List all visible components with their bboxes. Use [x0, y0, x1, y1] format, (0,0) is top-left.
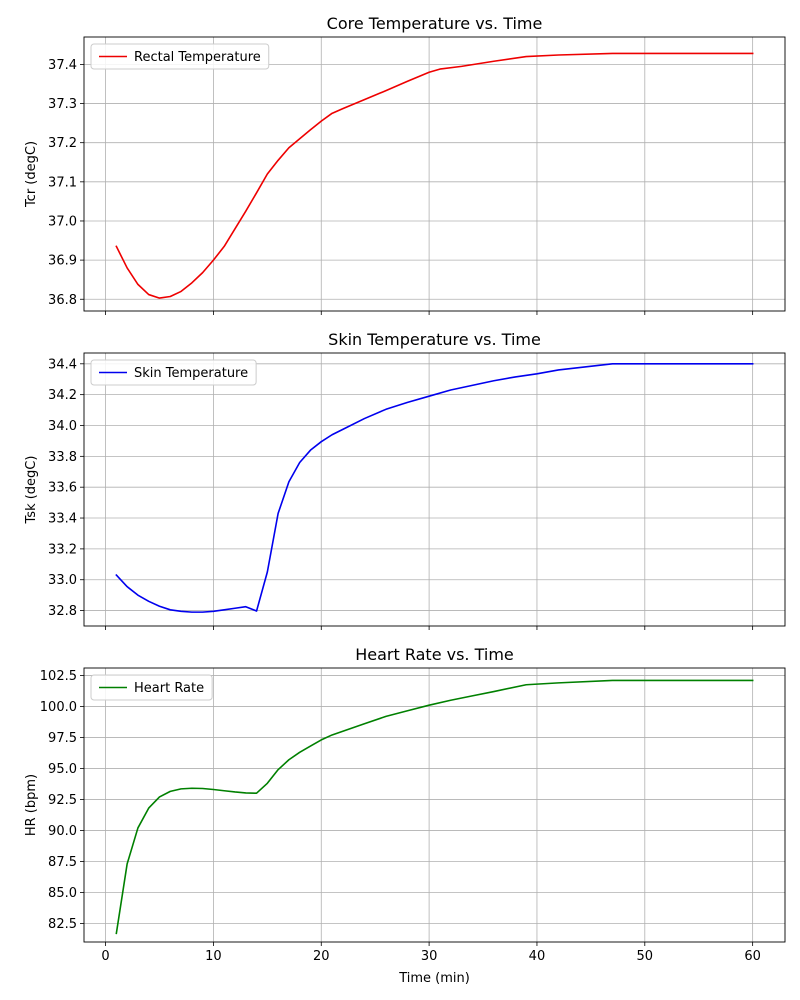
y-tick-label: 102.5 [40, 669, 77, 684]
x-tick-label: 30 [421, 949, 438, 964]
legend: Skin Temperature [90, 359, 257, 386]
x-tick-label: 40 [529, 949, 546, 964]
y-tick-label: 34.2 [48, 388, 77, 403]
legend: Heart Rate [90, 674, 213, 701]
y-tick-label: 33.6 [48, 481, 77, 496]
axes-frame [83, 352, 786, 627]
legend-box [90, 43, 270, 70]
y-tick-label: 100.0 [40, 700, 77, 715]
axes-frame [83, 36, 786, 312]
x-tick-label: 10 [205, 949, 222, 964]
chart-title: Skin Temperature vs. Time [328, 330, 541, 349]
y-tick-label: 37.1 [48, 175, 77, 190]
y-tick-label: 82.5 [48, 917, 77, 932]
y-tick-label: 33.8 [48, 450, 77, 465]
series-line-1 [115, 679, 754, 935]
series-line-1 [115, 52, 754, 299]
y-tick-label: 33.2 [48, 542, 77, 557]
legend-label: Rectal Temperature [134, 50, 261, 65]
series-line-1 [115, 362, 754, 613]
y-tick-label: 37.0 [48, 214, 77, 229]
y-tick-label: 97.5 [48, 731, 77, 746]
y-tick-label: 36.8 [48, 293, 77, 308]
legend-label: Heart Rate [134, 681, 204, 696]
legend: Rectal Temperature [90, 43, 270, 70]
y-tick-label: 92.5 [48, 793, 77, 808]
legend-box [90, 359, 257, 386]
y-axis-label: Tcr (degC) [24, 141, 39, 208]
y-tick-label: 37.3 [48, 97, 77, 112]
chart-panel-2: 32.8 33.0 33.2 33.4 33.6 33.8 34.0 34.2 34.4 Skin… [24, 330, 786, 630]
x-tick-label: 50 [637, 949, 654, 964]
x-tick-label: 20 [313, 949, 330, 964]
y-tick-label: 33.4 [48, 512, 77, 527]
y-tick-label: 95.0 [48, 762, 77, 777]
legend-box [90, 674, 213, 701]
axes-frame [83, 667, 786, 943]
chart-title: Heart Rate vs. Time [355, 645, 514, 664]
x-axis-label: Time (min) [398, 971, 470, 986]
chart-panel-1: 36.8 36.9 37.0 37.1 37.2 37.3 37.4 Core Tempera… [24, 14, 786, 315]
legend-label: Skin Temperature [134, 366, 248, 381]
y-tick-label: 85.0 [48, 886, 77, 901]
y-tick-label: 87.5 [48, 855, 77, 870]
y-axis-label: HR (bpm) [24, 774, 39, 836]
chart-title: Core Temperature vs. Time [327, 14, 543, 33]
y-tick-label: 36.9 [48, 254, 77, 269]
y-axis-label: Tsk (degC) [24, 456, 39, 525]
y-tick-label: 34.4 [48, 357, 77, 372]
x-tick-label: 0 [101, 949, 109, 964]
y-tick-label: 37.2 [48, 136, 77, 151]
y-tick-label: 32.8 [48, 604, 77, 619]
y-tick-label: 34.0 [48, 419, 77, 434]
chart-panel-3: 0 10 20 30 40 50 60 82.5 85.0 87.5 90.0 92.5 95.0 97.… [24, 645, 786, 986]
x-tick-label: 60 [744, 949, 761, 964]
y-tick-label: 37.4 [48, 58, 77, 73]
y-tick-label: 90.0 [48, 824, 77, 839]
y-tick-label: 33.0 [48, 573, 77, 588]
